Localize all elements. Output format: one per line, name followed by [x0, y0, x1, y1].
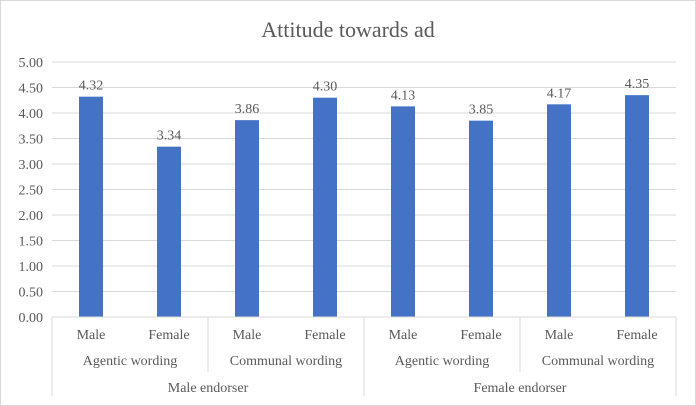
- y-tick-label: 4.00: [19, 107, 44, 122]
- bar: [391, 106, 415, 318]
- y-tick-label: 3.50: [19, 133, 44, 148]
- data-label: 4.30: [313, 80, 338, 95]
- bar: [625, 95, 649, 318]
- bars: 4.32 3.34 3.86 4.30 4.13 3.85 4.17 4.35: [79, 77, 650, 318]
- x-category-label: Male: [233, 328, 262, 343]
- bar: [235, 120, 259, 317]
- gridlines: [52, 61, 676, 292]
- bar: [157, 146, 181, 317]
- x-category-label: Male: [545, 328, 574, 343]
- data-label: 4.13: [391, 88, 416, 103]
- y-tick-label: 1.00: [19, 260, 44, 275]
- data-label: 4.32: [79, 79, 104, 94]
- y-tick-label: 5.00: [19, 56, 44, 71]
- x-category-label: Female: [616, 328, 657, 343]
- data-label: 3.34: [157, 129, 182, 144]
- bar: [313, 97, 337, 317]
- data-label: 4.17: [547, 86, 572, 101]
- bar: [79, 96, 103, 318]
- x-category-label: Male: [77, 328, 106, 343]
- bar: [469, 120, 493, 318]
- y-tick-label: 2.50: [19, 184, 44, 199]
- y-axis: 0.00 0.50 1.00 1.50 2.00 2.50 3.00 3.50 4.00 4.50…: [19, 56, 44, 326]
- data-label: 3.86: [235, 102, 260, 117]
- y-tick-label: 4.50: [19, 82, 44, 97]
- y-tick-label: 3.00: [19, 158, 44, 173]
- wording-group-label: Agentic wording: [83, 354, 177, 369]
- wording-group-label: Communal wording: [542, 354, 654, 369]
- x-category-label: Female: [304, 328, 345, 343]
- x-category-label: Female: [148, 328, 189, 343]
- endorser-group-label: Female endorser: [474, 381, 567, 396]
- bar: [547, 104, 571, 317]
- x-category-label: Female: [460, 328, 501, 343]
- endorser-group-label: Male endorser: [168, 381, 249, 396]
- x-axis: Male Female Male Female Male Female Male Female…: [51, 316, 677, 396]
- y-tick-label: 1.50: [19, 235, 44, 250]
- y-tick-label: 2.00: [19, 209, 44, 224]
- data-label: 3.85: [469, 103, 494, 118]
- x-category-label: Male: [389, 328, 418, 343]
- y-tick-label: 0.00: [19, 311, 44, 326]
- wording-group-label: Communal wording: [230, 354, 342, 369]
- data-label: 4.35: [625, 77, 650, 92]
- y-tick-label: 0.50: [19, 286, 44, 301]
- wording-group-label: Agentic wording: [395, 354, 489, 369]
- chart-title: Attitude towards ad: [261, 17, 435, 42]
